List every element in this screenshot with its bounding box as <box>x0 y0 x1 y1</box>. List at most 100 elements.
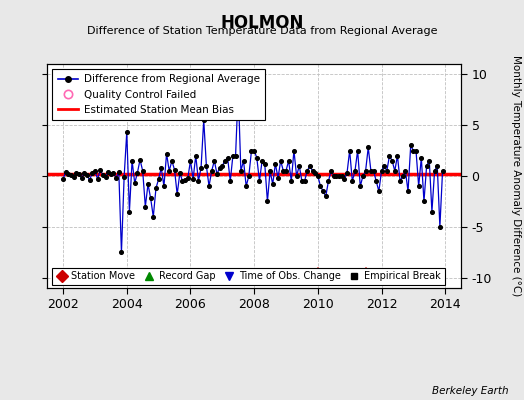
Point <box>157 165 166 171</box>
Point <box>337 173 346 179</box>
Point <box>300 178 309 184</box>
Point <box>292 173 301 179</box>
Point <box>375 188 383 194</box>
Point <box>439 168 447 174</box>
Point <box>247 147 256 154</box>
Point <box>138 168 147 174</box>
Point <box>327 168 335 174</box>
Point <box>417 154 425 161</box>
Point <box>155 176 163 182</box>
Point <box>78 175 86 181</box>
Point <box>356 183 365 189</box>
Point <box>351 168 359 174</box>
Point <box>178 178 187 184</box>
Point <box>173 191 181 198</box>
Point <box>93 176 102 182</box>
Point <box>303 168 311 174</box>
Point <box>425 158 433 164</box>
Point <box>393 152 401 159</box>
Point <box>83 172 91 178</box>
Point <box>120 174 128 180</box>
Point <box>176 170 184 176</box>
Point <box>197 165 205 171</box>
Point <box>215 165 224 171</box>
Point <box>348 178 356 184</box>
Point <box>268 181 277 187</box>
Legend: Station Move, Record Gap, Time of Obs. Change, Empirical Break: Station Move, Record Gap, Time of Obs. C… <box>52 268 444 285</box>
Point <box>332 173 341 179</box>
Point <box>67 172 75 178</box>
Point <box>205 183 213 189</box>
Point <box>380 163 388 169</box>
Point <box>433 163 441 169</box>
Point <box>345 147 354 154</box>
Point <box>385 152 394 159</box>
Point <box>80 170 89 176</box>
Point <box>314 173 322 179</box>
Point <box>133 170 141 176</box>
Point <box>208 168 216 174</box>
Point <box>183 175 192 181</box>
Point <box>200 117 208 123</box>
Point <box>404 188 412 194</box>
Point <box>70 174 78 180</box>
Point <box>149 214 158 220</box>
Point <box>422 163 431 169</box>
Point <box>430 168 439 174</box>
Point <box>420 198 428 205</box>
Point <box>112 175 121 181</box>
Point <box>162 150 171 157</box>
Point <box>192 152 200 159</box>
Point <box>343 170 351 176</box>
Point <box>232 152 240 159</box>
Point <box>390 168 399 174</box>
Point <box>165 168 173 174</box>
Point <box>242 183 250 189</box>
Point <box>96 167 104 173</box>
Point <box>181 177 189 183</box>
Text: Berkeley Earth: Berkeley Earth <box>432 386 508 396</box>
Point <box>324 178 333 184</box>
Point <box>298 178 306 184</box>
Point <box>189 176 198 182</box>
Point <box>152 185 160 192</box>
Point <box>282 168 290 174</box>
Point <box>147 195 155 202</box>
Point <box>308 168 316 174</box>
Point <box>250 147 258 154</box>
Point <box>99 172 107 178</box>
Point <box>396 178 405 184</box>
Point <box>104 169 112 175</box>
Point <box>61 169 70 175</box>
Point <box>136 156 144 163</box>
Point <box>271 160 280 167</box>
Point <box>130 180 139 186</box>
Point <box>428 208 436 215</box>
Point <box>88 170 96 176</box>
Point <box>125 208 134 215</box>
Point <box>186 158 194 164</box>
Point <box>239 158 248 164</box>
Point <box>407 142 415 149</box>
Point <box>115 169 123 175</box>
Point <box>401 168 410 174</box>
Point <box>234 86 243 93</box>
Point <box>290 147 298 154</box>
Point <box>316 183 325 189</box>
Point <box>409 147 418 154</box>
Point <box>305 163 314 169</box>
Point <box>287 178 296 184</box>
Point <box>110 170 118 176</box>
Point <box>59 176 67 182</box>
Point <box>364 144 373 151</box>
Point <box>237 168 245 174</box>
Point <box>277 158 285 164</box>
Point <box>253 154 261 161</box>
Point <box>258 158 266 164</box>
Point <box>354 147 362 154</box>
Point <box>383 168 391 174</box>
Point <box>101 174 110 180</box>
Point <box>263 198 271 205</box>
Point <box>279 168 288 174</box>
Point <box>168 158 176 164</box>
